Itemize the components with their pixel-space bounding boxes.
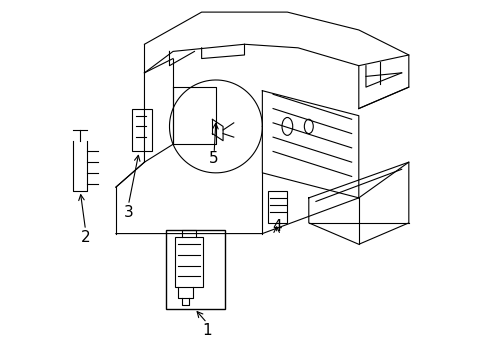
Text: 4: 4 <box>271 219 281 234</box>
Bar <box>175 237 203 287</box>
Text: 2: 2 <box>81 230 90 245</box>
Bar <box>267 191 287 223</box>
Bar <box>165 230 224 309</box>
Text: 5: 5 <box>209 151 219 166</box>
Text: 3: 3 <box>123 204 133 220</box>
Bar <box>132 109 151 152</box>
Text: 1: 1 <box>202 323 211 338</box>
